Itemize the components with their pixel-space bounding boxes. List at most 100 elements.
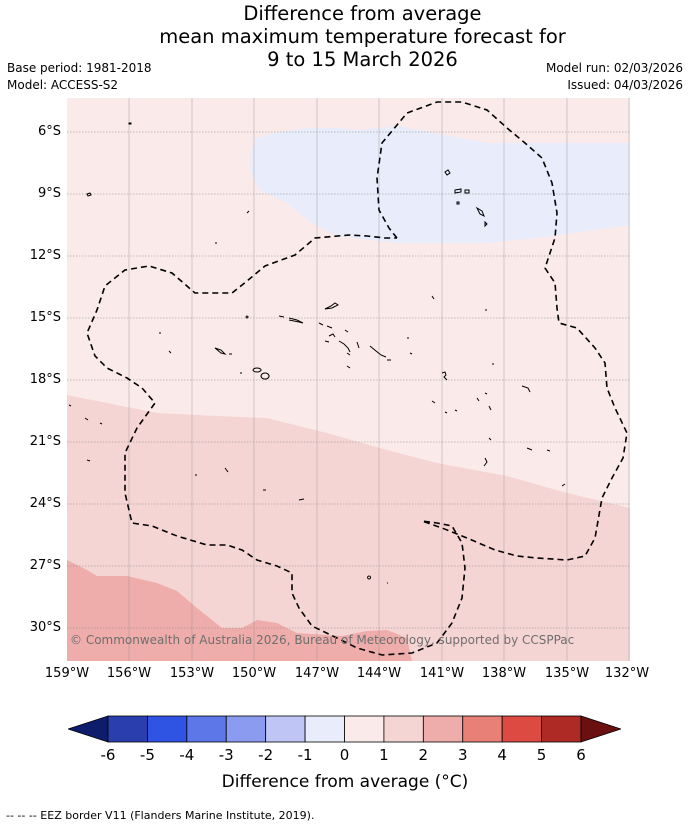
island-society-3 — [252, 367, 262, 373]
island-tuamotu-1 — [324, 302, 339, 310]
lon-tick-132w: 132°W — [604, 666, 650, 681]
island-tuamotu-3 — [288, 317, 304, 324]
island-southwest-2 — [84, 417, 89, 421]
island-tuamotu-11 — [369, 345, 387, 358]
title-line-2: mean maximum temperature forecast for — [159, 25, 566, 48]
lon-tick-135w: 135°W — [544, 666, 590, 681]
map-panel — [67, 98, 630, 661]
colorbar-over-triangle — [580, 715, 621, 743]
island-marquesas-south — [431, 295, 435, 300]
island-society-5 — [245, 315, 249, 319]
eez-legend-note: -- -- -- EEZ border V11 (Flanders Marine… — [6, 809, 315, 822]
island-north-6 — [456, 201, 460, 205]
lon-tick-144w: 144°W — [356, 666, 402, 681]
lon-tick-153w: 153°W — [169, 666, 215, 681]
colorbar-tick-label: 4 — [497, 746, 507, 764]
island-east-6 — [521, 385, 531, 393]
copyright-notice: © Commonwealth of Australia 2026, Bureau… — [70, 633, 575, 647]
island-tuamotu-7 — [344, 329, 349, 333]
lat-tick-9s: 9°S — [37, 186, 61, 201]
island-north-3 — [464, 189, 470, 194]
colorbar — [68, 715, 621, 743]
anomaly-map — [67, 98, 630, 661]
colorbar-tick-label: 5 — [536, 746, 547, 764]
island-austral-2 — [224, 467, 229, 473]
issued-date: Issued: 04/03/2026 — [567, 78, 683, 92]
island-austral-4 — [298, 498, 305, 501]
lat-tick-6s: 6°S — [37, 124, 61, 139]
island-east-7 — [488, 437, 492, 441]
island-north-1 — [444, 169, 451, 176]
island-east-14 — [431, 400, 436, 404]
island-south-1 — [367, 575, 371, 580]
region-anomaly-1-to-2 — [67, 395, 630, 661]
island-north-5 — [484, 220, 488, 228]
colorbar-tick-label: 0 — [339, 746, 350, 764]
colorbar-cell — [541, 715, 582, 743]
colorbar-cell — [147, 715, 188, 743]
colorbar-under-triangle — [68, 715, 109, 743]
colorbar-cell — [501, 715, 542, 743]
lat-tick-27s: 27°S — [29, 558, 61, 573]
lon-tick-138w: 138°W — [481, 666, 527, 681]
lat-tick-30s: 30°S — [29, 620, 61, 635]
eez-border — [86, 101, 628, 656]
island-tuamotu-16 — [409, 352, 413, 355]
island-gambier-1 — [441, 371, 448, 381]
colorbar-tick-label: 3 — [457, 746, 468, 764]
colorbar-cell — [304, 715, 345, 743]
island-west-1 — [86, 192, 92, 197]
colorbar-cell — [344, 715, 385, 743]
colorbar-tick-label: -2 — [258, 746, 274, 764]
island-tuamotu-6 — [328, 333, 336, 338]
island-society-4 — [260, 372, 270, 380]
lon-tick-141w: 141°W — [419, 666, 465, 681]
colorbar-cells — [107, 715, 582, 743]
colorbar-label-text: Difference from average (°C) — [221, 772, 469, 792]
island-east-3 — [476, 397, 480, 402]
colorbar-tick-label: -6 — [100, 746, 116, 764]
colorbar-cell — [265, 715, 306, 743]
island-east-10 — [546, 449, 551, 452]
island-west-2 — [128, 122, 132, 125]
base-period: Base period: 1981-2018 — [7, 61, 152, 75]
colorbar-tick-label: 2 — [418, 746, 429, 764]
island-southwest-3 — [99, 422, 103, 425]
island-tuamotu-9 — [324, 340, 330, 343]
island-tuamotu-2 — [278, 315, 285, 318]
colorbar-cell — [225, 715, 267, 743]
colorbar-cell — [107, 715, 148, 743]
island-east-13 — [454, 409, 458, 412]
island-tuamotu-12 — [346, 352, 351, 356]
colorbar-label: Difference from average (°C) — [0, 772, 690, 792]
title-line-1: Difference from average — [243, 2, 482, 25]
lat-tick-24s: 24°S — [29, 496, 61, 511]
lon-tick-150w: 150°W — [231, 666, 277, 681]
island-east-8 — [483, 457, 488, 467]
island-east-11 — [561, 483, 566, 487]
colorbar-cell — [462, 715, 503, 743]
model-run: Model run: 02/03/2026 — [545, 61, 683, 75]
island-east-5 — [488, 405, 492, 411]
colorbar-tick-label: -1 — [297, 746, 313, 764]
lat-tick-12s: 12°S — [29, 248, 61, 263]
colorbar-tick-label: -3 — [218, 746, 234, 764]
island-north-2 — [454, 188, 462, 194]
island-east-9 — [526, 447, 533, 451]
island-tuamotu-10 — [356, 341, 360, 349]
colorbar-cell — [383, 715, 424, 743]
island-west-4 — [168, 350, 172, 354]
island-east-12 — [444, 411, 448, 414]
island-southwest-1 — [68, 404, 72, 407]
region-anomaly-minus1-to-0 — [249, 126, 630, 243]
island-southwest-4 — [86, 459, 91, 462]
colorbar-tick-label: 6 — [576, 746, 586, 764]
lon-tick-147w: 147°W — [294, 666, 340, 681]
island-tuamotu-8 — [338, 340, 351, 353]
colorbar-tick-label: 1 — [379, 746, 389, 764]
island-tuamotu-4 — [318, 322, 324, 326]
island-tuamotu-13 — [346, 365, 351, 369]
colorbar-cell — [186, 715, 227, 743]
colorbar-cell — [422, 715, 464, 743]
island-society-1 — [214, 347, 227, 355]
